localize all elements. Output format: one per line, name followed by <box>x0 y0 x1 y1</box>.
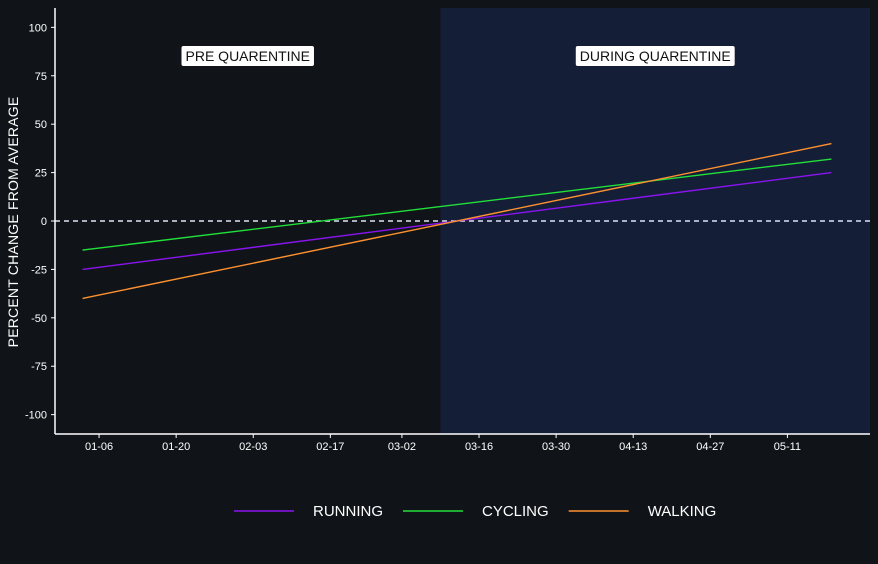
x-tick-label: 05-11 <box>774 441 801 453</box>
y-axis-ticks: 100 75 50 25 0 -25 -50 -75 -100 <box>25 22 55 422</box>
y-tick-label: 75 <box>35 71 47 83</box>
region-label-box-1 <box>575 46 735 66</box>
y-tick-label: -50 <box>31 313 47 325</box>
series-lines <box>82 142 832 300</box>
y-tick-label: 25 <box>35 168 47 180</box>
region-label-0: PRE QUARENTINE <box>186 48 310 64</box>
region-label-box-0 <box>181 46 314 66</box>
x-tick-label: 04-13 <box>619 441 647 453</box>
x-tick-label: 03-02 <box>388 441 416 453</box>
x-tick-label: 03-30 <box>542 441 570 453</box>
y-axis-title: PERCENT CHANGE FROM AVERAGE <box>5 97 21 348</box>
x-tick-label: 01-06 <box>85 441 113 453</box>
legend: RUNNING CYCLING WALKING <box>234 503 716 520</box>
legend-label-running: RUNNING <box>313 503 383 520</box>
y-tick-label: -100 <box>25 410 47 422</box>
legend-label-walking: WALKING <box>648 503 717 520</box>
y-tick-label: 50 <box>35 119 47 131</box>
y-tick-label: 0 <box>41 216 47 228</box>
legend-label-cycling: CYCLING <box>482 503 549 520</box>
series-line-cycling <box>82 158 832 251</box>
x-tick-label: 04-27 <box>696 441 724 453</box>
x-tick-label: 03-16 <box>465 441 493 453</box>
x-tick-label: 02-17 <box>316 441 344 453</box>
region-1 <box>440 8 870 434</box>
x-axis-ticks: 01-06 01-20 02-03 02-17 03-02 03-16 03-30 04-13… <box>85 434 801 453</box>
x-tick-label: 02-03 <box>239 441 267 453</box>
region-label-1: DURING QUARENTINE <box>580 48 731 64</box>
y-tick-label: -25 <box>31 264 47 276</box>
y-tick-label: -75 <box>31 361 47 373</box>
region-labels: PRE QUARENTINE DURING QUARENTINE <box>181 46 735 66</box>
x-tick-label: 01-20 <box>162 441 190 453</box>
y-tick-label: 100 <box>29 22 47 34</box>
series-line-walking <box>82 142 832 300</box>
